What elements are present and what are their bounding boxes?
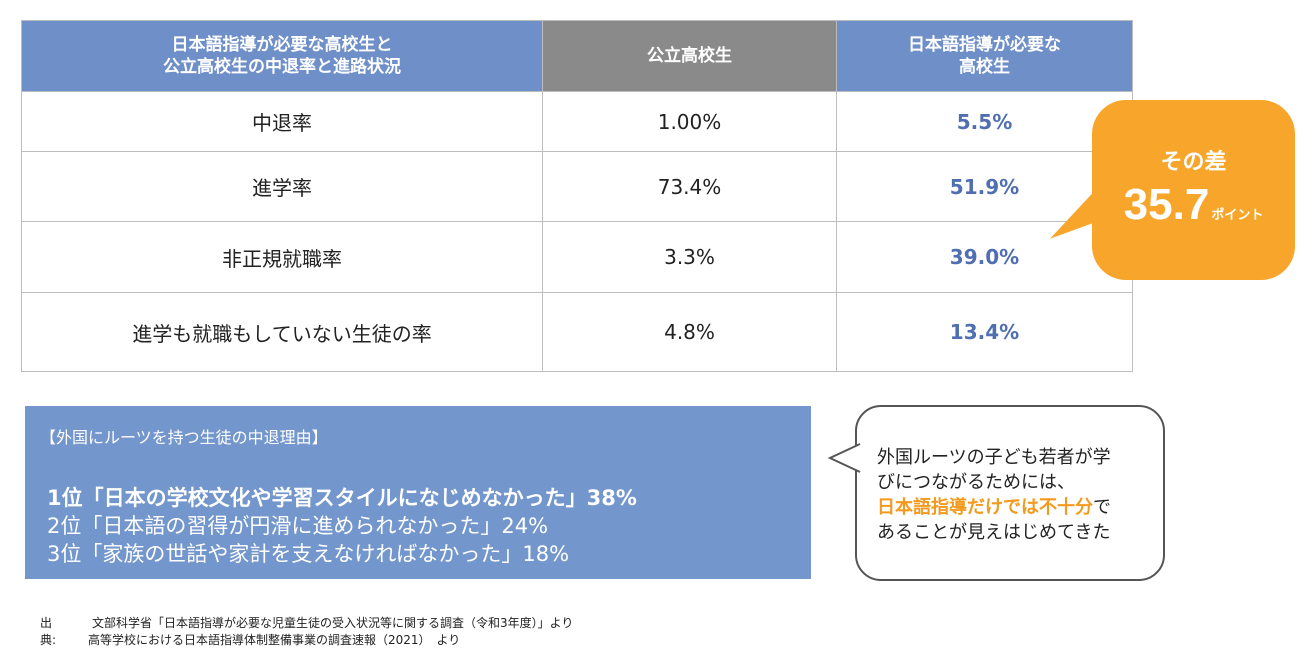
note-line2: びにつながるためには、 bbox=[877, 472, 1075, 493]
note-emphasis: 日本語指導だけでは不十分 bbox=[877, 497, 1093, 518]
source-line1: 文部科学省「日本語指導が必要な児童生徒の受入状況等に関する調査（令和3年度）」よ… bbox=[92, 616, 574, 630]
table-row: 中退率 1.00% 5.5% bbox=[22, 91, 1132, 151]
callout-unit: ポイント bbox=[1211, 207, 1264, 222]
speech-bubble: 外国ルーツの子ども若者が学 びにつながるためには、 日本語指導だけでは不十分で … bbox=[855, 405, 1165, 581]
table-row: 進学率 73.4% 51.9% bbox=[22, 151, 1132, 221]
source-label: 出典: bbox=[40, 616, 57, 647]
row-jsl-value: 51.9% bbox=[836, 152, 1132, 221]
callout-value: 35.7 bbox=[1123, 180, 1210, 229]
row-label: 進学率 bbox=[252, 176, 312, 200]
row-label: 進学も就職もしていない生徒の率 bbox=[132, 321, 432, 346]
row-label: 中退率 bbox=[252, 111, 312, 135]
header-topic-line2: 公立高校生の中退率と進路状況 bbox=[163, 57, 401, 77]
header-jsl-line2: 高校生 bbox=[959, 57, 1010, 77]
row-jsl-value: 39.0% bbox=[836, 222, 1132, 292]
comparison-table: 日本語指導が必要な高校生と 公立高校生の中退率と進路状況 公立高校生 日本語指導… bbox=[21, 20, 1133, 372]
reason-item: 2位「日本語の習得が円滑に進められなかった」24% bbox=[47, 514, 549, 538]
reasons-title: 【外国にルーツを持つ生徒の中退理由】 bbox=[40, 428, 328, 447]
callout-value-line: 35.7 ポイント bbox=[1092, 180, 1295, 230]
row-jsl-value: 13.4% bbox=[836, 293, 1132, 371]
row-label: 非正規就職率 bbox=[222, 246, 342, 271]
note-line3-suffix: で bbox=[1093, 497, 1111, 518]
speech-bubble-text: 外国ルーツの子ども若者が学 びにつながるためには、 日本語指導だけでは不十分で … bbox=[877, 445, 1111, 545]
note-line3: 日本語指導だけでは不十分で bbox=[877, 495, 1111, 520]
table-row: 非正規就職率 3.3% 39.0% bbox=[22, 221, 1132, 292]
header-topic-line1: 日本語指導が必要な高校生と bbox=[171, 35, 393, 55]
reason-item: 1位「日本の学校文化や学習スタイルになじめなかった」38% bbox=[47, 486, 637, 510]
header-public-label: 公立高校生 bbox=[647, 46, 732, 66]
note-line1: 外国ルーツの子ども若者が学 bbox=[877, 447, 1111, 468]
header-cell-public: 公立高校生 bbox=[542, 21, 836, 91]
row-public-value: 1.00% bbox=[542, 92, 836, 151]
dropout-reasons-box: 【外国にルーツを持つ生徒の中退理由】 1位「日本の学校文化や学習スタイルになじめ… bbox=[25, 406, 811, 579]
reason-item: 3位「家族の世話や家計を支えなければなかった」18% bbox=[47, 542, 570, 566]
source-line2: 高等学校における日本語指導体制整備事業の調査速報（2021） より bbox=[88, 633, 461, 647]
header-cell-jsl: 日本語指導が必要な 高校生 bbox=[836, 21, 1132, 91]
difference-callout: その差 35.7 ポイント bbox=[1092, 100, 1295, 280]
row-jsl-value: 5.5% bbox=[836, 92, 1132, 151]
row-public-value: 4.8% bbox=[542, 293, 836, 371]
speech-bubble-tail bbox=[826, 440, 862, 476]
row-public-value: 73.4% bbox=[542, 152, 836, 221]
header-jsl-line1: 日本語指導が必要な bbox=[908, 35, 1061, 55]
row-public-value: 3.3% bbox=[542, 222, 836, 292]
note-line4: あることが見えはじめてきた bbox=[877, 522, 1111, 543]
callout-label: その差 bbox=[1160, 150, 1227, 175]
table-row: 進学も就職もしていない生徒の率 4.8% 13.4% bbox=[22, 292, 1132, 371]
header-cell-topic: 日本語指導が必要な高校生と 公立高校生の中退率と進路状況 bbox=[22, 21, 542, 91]
table-header-row: 日本語指導が必要な高校生と 公立高校生の中退率と進路状況 公立高校生 日本語指導… bbox=[22, 21, 1132, 91]
